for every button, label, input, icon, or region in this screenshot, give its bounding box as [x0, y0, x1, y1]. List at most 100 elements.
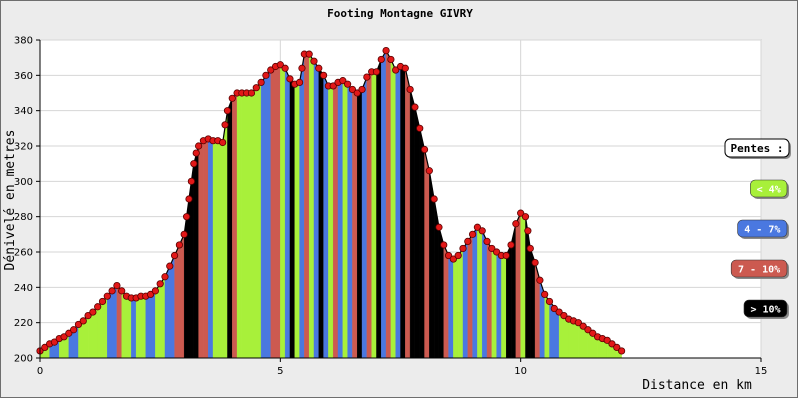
- elevation-point-1: [41, 343, 49, 351]
- slope-band-57: [400, 66, 406, 359]
- elevation-point-26: [161, 273, 169, 281]
- elevation-point-93: [459, 244, 467, 253]
- slope-band-28: [241, 92, 252, 359]
- elevation-point-8: [74, 320, 83, 329]
- y-tick-label-0: 200: [14, 354, 33, 365]
- elevation-point-59: [298, 64, 306, 72]
- legend-swatch-3: [743, 299, 788, 318]
- elevation-point-30: [180, 230, 188, 238]
- elevation-point-95: [468, 230, 477, 238]
- slope-band-13: [145, 290, 156, 359]
- elevation-point-107: [524, 227, 532, 235]
- elevation-point-106: [521, 213, 530, 221]
- slope-band-20: [198, 140, 204, 359]
- elevation-point-83: [411, 103, 419, 111]
- elevation-point-73: [363, 73, 371, 81]
- y-tick-label-8: 360: [14, 71, 33, 82]
- elevation-point-14: [103, 292, 111, 300]
- y-tick-label-9: 380: [14, 36, 33, 47]
- slope-band-25: [227, 98, 233, 359]
- elevation-point-126: [613, 343, 621, 351]
- y-tick-label-4: 280: [14, 212, 33, 223]
- elevation-point-77: [382, 46, 390, 55]
- elevation-point-68: [339, 77, 347, 85]
- legend-label-2: 7 - 10%: [738, 265, 780, 276]
- elevation-point-31: [183, 213, 191, 221]
- slope-band-26: [232, 92, 238, 359]
- elevation-point-110: [536, 276, 544, 284]
- legend-title-box: [724, 138, 790, 158]
- slope-band-70: [462, 240, 468, 359]
- slope-band-71: [467, 233, 473, 359]
- elevation-point-105: [517, 209, 525, 217]
- slope-band-48: [357, 89, 363, 359]
- slope-band-54: [385, 50, 392, 359]
- slope-band-51: [371, 71, 377, 359]
- elevation-point-48: [247, 89, 256, 97]
- elevation-point-97: [478, 227, 486, 235]
- elevation-point-114: [555, 308, 563, 316]
- slope-band-61: [419, 128, 425, 359]
- slope-band-38: [308, 53, 315, 359]
- elevation-point-50: [257, 78, 265, 87]
- elevation-point-11: [89, 308, 97, 316]
- slope-band-40: [318, 67, 324, 359]
- y-tick-label-3: 260: [14, 248, 33, 259]
- slope-band-56: [395, 66, 401, 359]
- chart-title: Footing Montagne GIVRY: [327, 7, 473, 20]
- elevation-point-44: [228, 94, 236, 102]
- y-tick-label-1: 220: [14, 318, 33, 329]
- slope-band-74: [482, 230, 488, 359]
- y-tick-labels: 200 220 240 260 280 300 320 340 360 380: [14, 36, 33, 365]
- elevation-point-35: [192, 149, 200, 157]
- x-tick-label-2: 10: [514, 366, 527, 377]
- elevation-point-24: [151, 287, 159, 295]
- elevation-point-32: [185, 195, 193, 203]
- x-axis-label: Distance en km: [642, 378, 752, 393]
- elevation-point-102: [502, 251, 510, 260]
- slope-band-77: [496, 251, 502, 359]
- elevation-point-52: [267, 66, 275, 74]
- elevation-point-64: [319, 71, 328, 79]
- elevation-point-113: [550, 304, 558, 313]
- elevation-point-41: [219, 138, 227, 147]
- slope-band-27: [236, 92, 243, 359]
- elevation-point-79: [392, 66, 400, 74]
- elevation-point-9: [79, 317, 87, 325]
- elevation-point-29: [175, 241, 183, 249]
- elevation-point-96: [473, 223, 482, 231]
- elevation-point-56: [286, 75, 294, 83]
- elevation-point-88: [435, 223, 443, 231]
- elevation-point-34: [190, 160, 198, 168]
- elevation-point-15: [108, 287, 116, 295]
- elevation-point-17: [118, 287, 126, 295]
- elevation-point-120: [584, 326, 592, 334]
- slope-band-43: [333, 82, 339, 359]
- elevation-point-70: [348, 85, 357, 94]
- elevation-point-112: [545, 297, 554, 306]
- slope-band-72: [472, 226, 478, 359]
- elevation-point-27: [166, 262, 174, 270]
- elevation-point-55: [281, 64, 289, 72]
- slope-band-66: [443, 244, 449, 359]
- slope-band-50: [366, 71, 372, 359]
- elevation-point-5: [60, 333, 68, 341]
- slope-band-8: [116, 285, 122, 359]
- x-tick-label-0: 0: [37, 366, 43, 377]
- elevation-point-54: [276, 61, 284, 69]
- slope-band-32: [280, 64, 286, 359]
- elevation-point-84: [416, 124, 424, 132]
- elevation-point-91: [449, 255, 457, 263]
- elevation-point-103: [507, 241, 515, 249]
- axes: [36, 39, 762, 362]
- elevation-point-36: [195, 142, 203, 150]
- elevation-point-78: [387, 55, 395, 64]
- elevation-point-76: [377, 55, 385, 64]
- slope-band-24: [222, 110, 228, 359]
- elevation-points: [36, 46, 626, 355]
- elevation-point-28: [170, 251, 179, 260]
- slope-band-45: [342, 80, 348, 359]
- elevation-point-81: [401, 64, 409, 72]
- y-tick-label-5: 300: [14, 177, 33, 188]
